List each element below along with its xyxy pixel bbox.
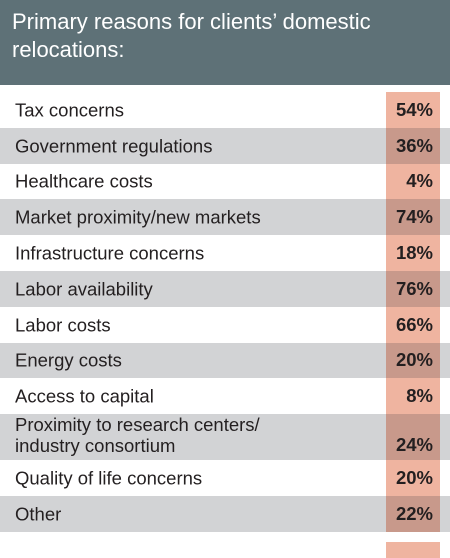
- row-value: 74%: [395, 206, 433, 228]
- row-value-cell: 54%: [386, 92, 440, 128]
- table-header-band: Primary reasons for clients’ domestic re…: [0, 0, 450, 85]
- row-label: Quality of life concerns: [15, 467, 203, 489]
- row-value-cell: 20%: [386, 342, 440, 379]
- row-value-cell: 22%: [386, 495, 440, 532]
- row-label: Infrastructure concerns: [15, 242, 205, 264]
- row-value-cell: 76%: [386, 270, 440, 307]
- row-label: Access to capital: [15, 385, 154, 407]
- row-value-cell: 74%: [386, 199, 440, 236]
- row-value: 76%: [395, 277, 433, 299]
- row-value-cell: 20%: [386, 460, 440, 496]
- row-value: 24%: [395, 434, 433, 456]
- row-value-cell: 24%: [386, 414, 440, 461]
- data-table: Tax concerns 54% Government regulations 36%…: [0, 92, 450, 532]
- table-row: Healthcare costs 4%: [0, 163, 450, 200]
- row-value-cell: 36%: [386, 127, 440, 164]
- row-value: 20%: [395, 467, 433, 489]
- table-row: Tax concerns 54%: [0, 92, 450, 128]
- row-label: Healthcare costs: [15, 170, 153, 192]
- row-value: 18%: [395, 242, 433, 264]
- row-label: Labor availability: [15, 278, 153, 300]
- row-value: 8%: [406, 385, 433, 407]
- row-value: 66%: [395, 313, 433, 335]
- table-row: Labor costs 66%: [0, 306, 450, 343]
- table-row: Infrastructure concerns 18%: [0, 235, 450, 271]
- row-label: Other: [15, 503, 62, 525]
- table-row: Energy costs 20%: [0, 342, 450, 379]
- row-value-cell: 4%: [386, 163, 440, 200]
- row-value-cell: 18%: [386, 235, 440, 271]
- row-label: Energy costs: [15, 349, 122, 371]
- row-value: 22%: [395, 502, 433, 524]
- row-value: 20%: [395, 349, 433, 371]
- row-label: Government regulations: [15, 135, 213, 157]
- table-row: Market proximity/new markets 74%: [0, 199, 450, 236]
- table-row: Access to capital 8%: [0, 378, 450, 415]
- row-value: 4%: [406, 170, 433, 192]
- chart-title: Primary reasons for clients’ domestic re…: [12, 9, 371, 62]
- table-row: Labor availability 76%: [0, 270, 450, 307]
- row-value: 54%: [395, 98, 433, 120]
- row-value-cell: 66%: [386, 306, 440, 343]
- row-value: 36%: [395, 134, 433, 156]
- table-row: Other 22%: [0, 495, 450, 532]
- row-label: Labor costs: [15, 314, 111, 336]
- value-column-tail: [386, 542, 440, 558]
- table-row: Quality of life concerns 20%: [0, 460, 450, 496]
- row-label: Proximity to research centers/industry c…: [15, 414, 260, 457]
- table-row: Government regulations 36%: [0, 127, 450, 164]
- row-label: Market proximity/new markets: [15, 206, 261, 228]
- row-label: Tax concerns: [15, 99, 124, 121]
- row-value-cell: 8%: [386, 378, 440, 415]
- table-row: Proximity to research centers/industry c…: [0, 414, 450, 461]
